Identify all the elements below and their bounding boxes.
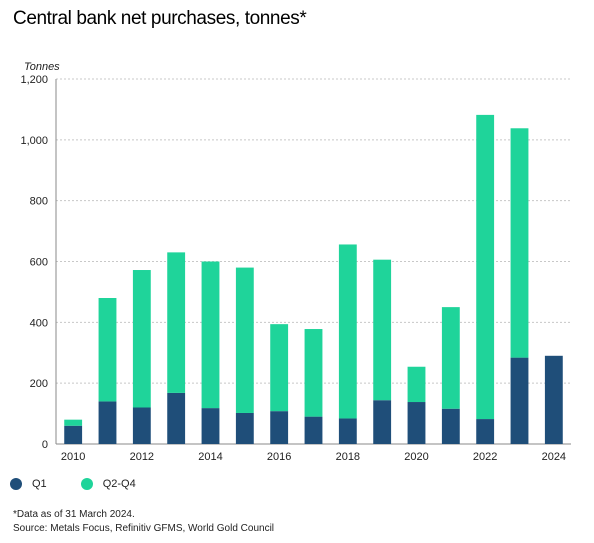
legend-item-q2q4: Q2-Q4 [80, 478, 136, 490]
bar-q2q4-2014 [201, 261, 220, 409]
source-note: Source: Metals Focus, Refinitiv GFMS, Wo… [13, 523, 275, 534]
bar-q2q4-2013 [167, 252, 186, 393]
bar-q1-2024 [544, 355, 563, 444]
x-tick-label: 2010 [61, 451, 85, 463]
bar-q1-2015 [235, 412, 254, 444]
bar-q1-2011 [98, 401, 117, 444]
bar-q1-2018 [338, 418, 357, 444]
bar-q2q4-2019 [373, 259, 392, 401]
y-tick-label: 1,200 [20, 74, 48, 86]
bar-q2q4-2020 [407, 366, 426, 403]
y-tick-label: 200 [30, 378, 48, 390]
bar-q2q4-2011 [98, 298, 117, 402]
bar-q1-2022 [476, 419, 495, 444]
bar-q1-2013 [167, 392, 186, 444]
legend-swatch-q1 [10, 478, 22, 490]
chart-title: Central bank net purchases, tonnes* [13, 8, 307, 29]
bar-q2q4-2010 [64, 419, 83, 426]
bar-q1-2012 [132, 407, 151, 444]
x-tick-label: 2018 [336, 451, 360, 463]
y-tick-label: 1,000 [20, 135, 48, 147]
bar-q2q4-2012 [132, 270, 151, 408]
y-axis-unit-label: Tonnes [24, 61, 60, 73]
bar-q1-2023 [510, 357, 529, 444]
bar-q1-2019 [373, 400, 392, 444]
y-tick-label: 400 [30, 317, 48, 329]
legend-label-q1: Q1 [32, 478, 47, 490]
bar-q2q4-2016 [270, 324, 289, 412]
bar-q1-2010 [64, 425, 83, 444]
bar-q2q4-2017 [304, 329, 323, 417]
y-tick-label: 600 [30, 257, 48, 269]
x-tick-label: 2014 [198, 451, 222, 463]
bar-q2q4-2021 [441, 307, 460, 409]
x-tick-label: 2020 [404, 451, 428, 463]
bar-q1-2017 [304, 416, 323, 444]
bar-q1-2016 [270, 411, 289, 444]
bar-q1-2014 [201, 408, 220, 444]
bar-q2q4-2023 [510, 128, 529, 358]
bar-q2q4-2015 [235, 267, 254, 413]
bar-q2q4-2022 [476, 114, 495, 420]
x-tick-label: 2022 [473, 451, 497, 463]
x-tick-label: 2016 [267, 451, 291, 463]
data-footnote: *Data as of 31 March 2024. [13, 509, 135, 520]
y-tick-label: 800 [30, 196, 48, 208]
bar-q2q4-2018 [338, 244, 357, 419]
stacked-bar-chart: 0 200 400 600 800 1,000 1,200 2010 2012 2014 2016 2… [20, 74, 571, 463]
chart-legend: Q1 Q2-Q4 [10, 478, 170, 490]
legend-swatch-q2q4 [80, 478, 93, 490]
y-tick-label: 0 [42, 439, 48, 451]
legend-item-q1: Q1 [10, 478, 47, 490]
bar-q1-2021 [441, 408, 460, 444]
bar-q1-2020 [407, 402, 426, 444]
legend-label-q2q4: Q2-Q4 [102, 478, 136, 490]
x-tick-label: 2024 [542, 451, 566, 463]
x-tick-label: 2012 [130, 451, 154, 463]
